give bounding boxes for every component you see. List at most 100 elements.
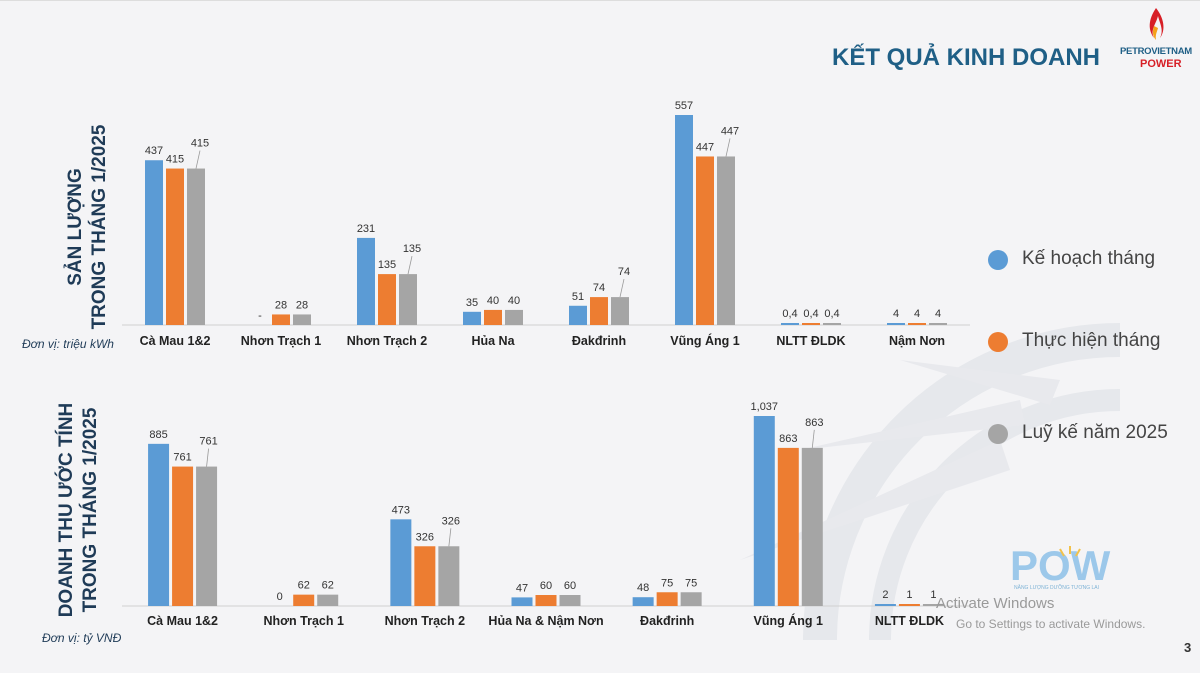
chart2-bar (390, 519, 412, 606)
chart2-bar (172, 466, 194, 606)
chart1-leader-line (619, 279, 625, 298)
legend-dot-plan-icon (988, 250, 1008, 270)
chart1-data-label: 557 (675, 100, 693, 112)
chart2-bar (922, 604, 944, 606)
chart2-category-label: Nhơn Trạch 2 (385, 614, 465, 628)
chart1-bar (378, 274, 396, 325)
chart1-category-label: NLTT ĐLDK (776, 334, 845, 348)
chart1-bar (569, 305, 587, 325)
chart1-data-label: 437 (145, 145, 163, 157)
chart2-data-label: 1 (930, 589, 936, 601)
chart1-data-label: 135 (403, 243, 421, 255)
top-border (0, 0, 1200, 1)
chart1-bar (463, 311, 481, 325)
chart1-data-label: 4 (935, 308, 941, 320)
activate-windows-title: Activate Windows (936, 595, 1055, 612)
chart2-data-label: 473 (392, 504, 410, 516)
chart2-data-label: 885 (149, 429, 167, 441)
chart1-data-label: 415 (166, 154, 184, 166)
chart2-data-label: 0 (277, 591, 283, 603)
chart1-bar (717, 156, 735, 325)
chart1-data-label: 74 (618, 266, 630, 278)
chart2-bar (898, 604, 920, 606)
logo-line2: POWER (1140, 58, 1182, 70)
chart2-unit: Đơn vị: tỷ VNĐ (42, 631, 122, 645)
chart1-bar (357, 237, 375, 325)
chart1-data-label: 0,4 (803, 308, 818, 320)
chart2-data-label: 326 (416, 531, 434, 543)
chart1-bar (696, 156, 714, 325)
chart1-unit: Đơn vị: triệu kWh (22, 337, 114, 351)
petrovietnam-logo-icon (1149, 8, 1164, 40)
chart2-category-label: NLTT ĐLDK (875, 614, 944, 628)
chart1-bar (908, 323, 926, 325)
chart1-bar (293, 314, 311, 325)
pow-tagline: NĂNG LƯỢNG DƯỠNG TƯƠNG LAI (1014, 585, 1100, 591)
legend-label-cumulative: Luỹ kế năm 2025 (1022, 422, 1168, 443)
page-number: 3 (1184, 640, 1192, 655)
chart2-category-label: Đakđrinh (640, 614, 694, 628)
chart1-data-label: 74 (593, 282, 605, 294)
chart2-bar (680, 592, 702, 606)
chart2-data-label: 62 (322, 580, 334, 592)
chart1-bar (399, 274, 417, 325)
chart1-leader-line (407, 256, 413, 275)
legend-label-actual: Thực hiện tháng (1022, 330, 1161, 351)
chart1-bar (802, 323, 820, 325)
chart2-data-label: 1 (906, 589, 912, 601)
chart1-data-label: 4 (893, 308, 899, 320)
chart1-bar (145, 160, 163, 325)
chart2-data-label: 326 (442, 515, 460, 527)
chart1-category-label: Cà Mau 1&2 (140, 334, 211, 348)
chart2-data-label: 863 (779, 433, 797, 445)
chart1-category-label: Vũng Áng 1 (670, 333, 739, 348)
chart2-bar (317, 594, 339, 606)
chart1-data-label: 4 (914, 308, 920, 320)
chart1-category-label: Nhơn Trạch 1 (241, 334, 321, 348)
chart2-bar (196, 466, 218, 606)
chart1-category-label: Hủa Na (471, 334, 515, 348)
chart1-bar (887, 323, 905, 325)
chart1-data-label: 0,4 (824, 308, 839, 320)
chart1-bar (272, 314, 290, 325)
chart1-bar (187, 168, 205, 325)
chart2-category-label: Hủa Na & Nậm Nơn (488, 614, 603, 628)
chart2-leader-line (206, 448, 209, 467)
chart2-bar (414, 546, 436, 606)
chart1-data-label: 415 (191, 138, 209, 150)
chart1-data-label: 447 (721, 125, 739, 137)
legend-label-plan: Kế hoạch tháng (1022, 248, 1156, 269)
chart1-bar (781, 323, 799, 325)
legend-dot-actual-icon (988, 332, 1008, 352)
chart2-data-label: 761 (173, 452, 191, 464)
chart2-data-label: 2 (882, 589, 888, 601)
chart1-data-label: 40 (508, 295, 520, 307)
chart2-leader-line (448, 528, 452, 547)
chart2-bar (293, 594, 315, 606)
chart2-data-label: 75 (661, 577, 673, 589)
chart1-data-label: 28 (296, 299, 308, 311)
chart1-leader-line (195, 150, 201, 169)
chart1-data-label: 0,4 (782, 308, 797, 320)
chart2-category-label: Vũng Áng 1 (754, 613, 823, 628)
chart2-bar (559, 595, 581, 606)
chart1-bar (611, 297, 629, 325)
chart1-data-label: 51 (572, 291, 584, 303)
activate-windows-subtitle: Go to Settings to activate Windows. (956, 617, 1146, 631)
chart2-data-label: 47 (516, 582, 528, 594)
chart1-data-label: 35 (466, 297, 478, 309)
chart2-data-label: 62 (298, 580, 310, 592)
chart2-bar (656, 592, 678, 606)
chart1-data-label: 231 (357, 223, 375, 235)
chart1-data-label: 447 (696, 141, 714, 153)
chart2-bar (511, 597, 533, 606)
chart2-bar (438, 546, 460, 606)
chart1-bar (823, 323, 841, 325)
chart2-bar (801, 447, 823, 606)
chart1-category-label: Đakđrinh (572, 334, 626, 348)
chart2-data-label: 75 (685, 577, 697, 589)
chart2-leader-line (811, 429, 815, 448)
legend-dot-cumulative-icon (988, 424, 1008, 444)
